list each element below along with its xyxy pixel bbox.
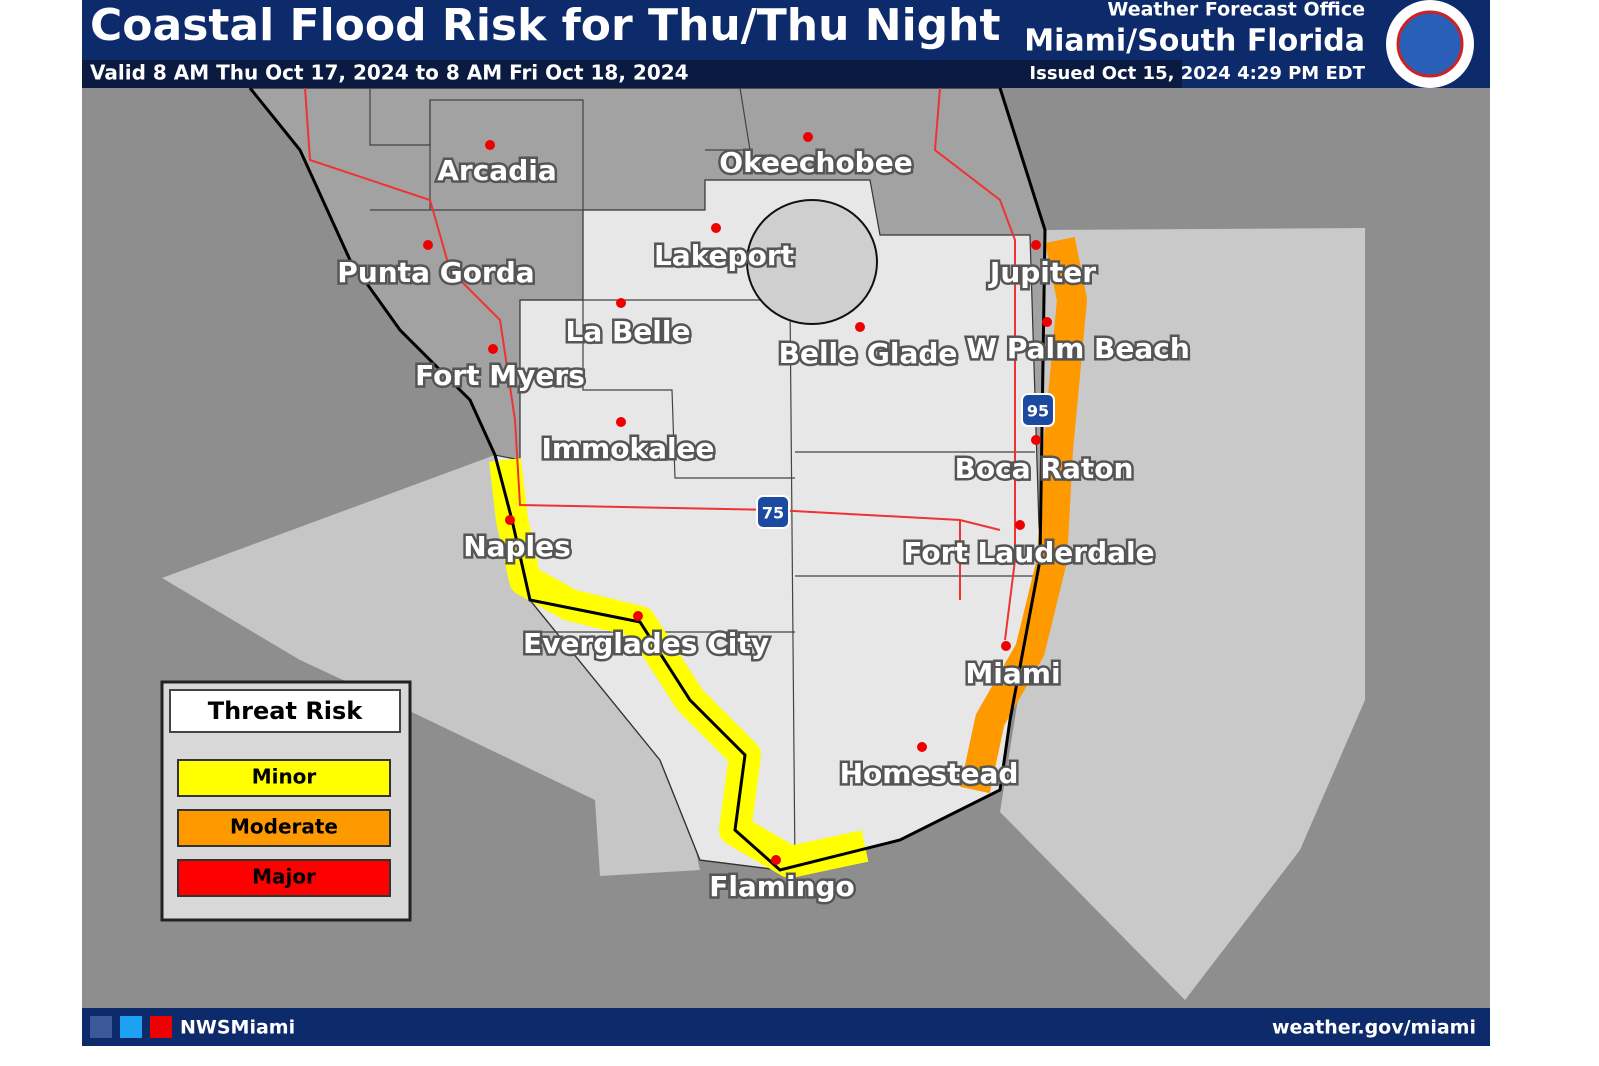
city-label: Boca Raton: [955, 452, 1134, 485]
moderate-flood-zone: [960, 237, 1087, 794]
city-label: Immokalee: [541, 432, 714, 465]
city-label: Okeechobee: [719, 146, 912, 179]
issued-time: Issued Oct 15, 2024 4:29 PM EDT: [1029, 63, 1365, 84]
city-dot: [1001, 641, 1011, 651]
footer-bar: [82, 1008, 1490, 1046]
facebook-icon: [90, 1016, 112, 1038]
city-dot: [771, 855, 781, 865]
city-label: Punta Gorda: [337, 256, 534, 289]
city-label: Belle Glade: [779, 337, 958, 370]
highway-number: 95: [1027, 402, 1049, 421]
city-label: Fort Lauderdale: [903, 536, 1154, 569]
city-label: Fort Myers: [415, 359, 585, 392]
city-label: Arcadia: [437, 154, 557, 187]
valid-time: Valid 8 AM Thu Oct 17, 2024 to 8 AM Fri …: [90, 61, 689, 85]
roads: [304, 87, 1016, 641]
legend-title: Threat Risk: [208, 697, 364, 725]
city-dot: [505, 515, 515, 525]
city-dot: [1031, 435, 1041, 445]
city-dot: [488, 344, 498, 354]
coastline: [248, 87, 1047, 872]
highway-number: 75: [762, 504, 784, 523]
atlantic-zone: [1000, 228, 1365, 1000]
legend-title-box: [169, 689, 401, 733]
highway-shield: [756, 495, 790, 529]
city-dot: [711, 223, 721, 233]
legend-swatch: [177, 859, 391, 897]
legend-swatch: [177, 809, 391, 847]
city-dot: [423, 240, 433, 250]
title: Coastal Flood Risk for Thu/Thu Night: [90, 0, 1001, 51]
lake-okeechobee: [746, 199, 878, 325]
city-dot: [485, 140, 495, 150]
county-lines: [369, 87, 1035, 871]
footer-url: weather.gov/miami: [1272, 1017, 1476, 1039]
valid-bar: [82, 60, 1182, 88]
highway-shields: 75 95: [756, 393, 1055, 529]
city-label: Lakeport: [654, 239, 794, 272]
legend-label: Major: [252, 865, 316, 889]
city-dot: [1031, 240, 1041, 250]
youtube-icon: [150, 1016, 172, 1038]
city-dot: [855, 322, 865, 332]
cities: Arcadia Okeechobee Lakeport Punta Gorda Jupi…: [335, 132, 1192, 906]
city-dot: [917, 742, 927, 752]
office-label: Weather Forecast Office: [1107, 0, 1365, 21]
city-label: Miami: [965, 657, 1060, 690]
footer-handle: NWSMiami: [180, 1017, 295, 1039]
city-label: Jupiter: [988, 256, 1096, 289]
gulf-zone: [162, 455, 700, 876]
legend-label: Moderate: [230, 815, 338, 839]
city-label: Flamingo: [709, 870, 855, 903]
legend: Threat Risk Minor Moderate Major: [160, 680, 412, 922]
twitter-icon: [120, 1016, 142, 1038]
legend-swatch: [177, 759, 391, 797]
city-dot: [616, 298, 626, 308]
office: Miami/South Florida: [1024, 24, 1365, 59]
legend-label: Minor: [252, 765, 317, 789]
city-label: Everglades City: [523, 627, 769, 660]
nws-logo-inner: [1396, 10, 1464, 78]
city-dot: [616, 417, 626, 427]
city-dot: [1042, 317, 1052, 327]
city-label: Homestead: [840, 757, 1019, 790]
city-dot: [1015, 520, 1025, 530]
city-label: W Palm Beach: [966, 332, 1190, 365]
city-label: Naples: [463, 530, 571, 563]
city-dot: [633, 611, 643, 621]
city-dot: [803, 132, 813, 142]
highway-shield: [1021, 393, 1055, 427]
city-label: La Belle: [565, 315, 690, 348]
